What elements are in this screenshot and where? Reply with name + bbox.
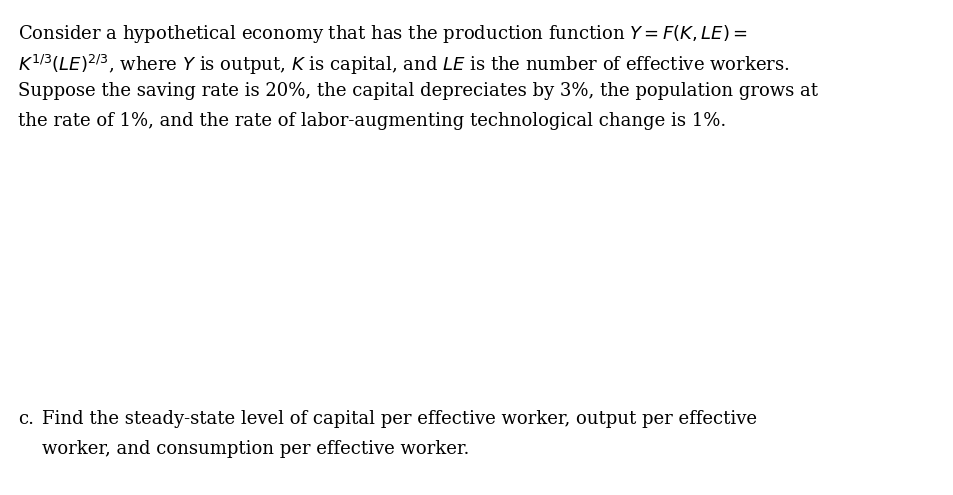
Text: Suppose the saving rate is 20%, the capital depreciates by 3%, the population gr: Suppose the saving rate is 20%, the capi… bbox=[18, 82, 817, 100]
Text: $K^{1/3}(LE)^{2/3}$, where $Y$ is output, $K$ is capital, and $LE$ is the number: $K^{1/3}(LE)^{2/3}$, where $Y$ is output… bbox=[18, 52, 789, 77]
Text: worker, and consumption per effective worker.: worker, and consumption per effective wo… bbox=[42, 440, 469, 457]
Text: Find the steady-state level of capital per effective worker, output per effectiv: Find the steady-state level of capital p… bbox=[42, 410, 757, 428]
Text: Consider a hypothetical economy that has the production function $Y = F(K, LE) =: Consider a hypothetical economy that has… bbox=[18, 23, 747, 45]
Text: the rate of 1%, and the rate of labor-augmenting technological change is 1%.: the rate of 1%, and the rate of labor-au… bbox=[18, 111, 725, 130]
Text: c.: c. bbox=[18, 410, 34, 428]
